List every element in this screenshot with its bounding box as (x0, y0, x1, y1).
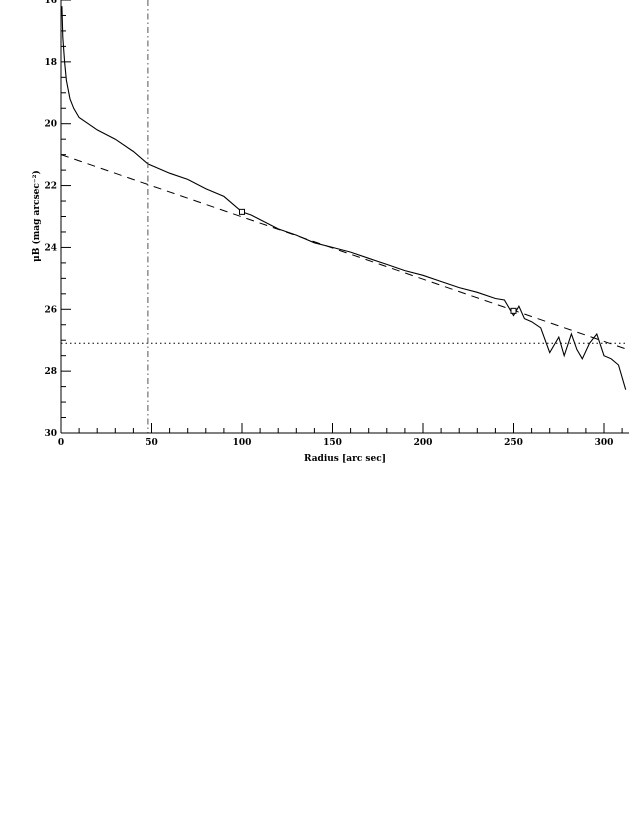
series-dashed (60, 154, 628, 350)
square-marker (510, 307, 517, 314)
square-marker (239, 208, 245, 215)
y-tick-label: 18 (44, 58, 57, 68)
ticks-layer (60, 0, 623, 434)
x-axis-title: Radius [arc sec] (304, 454, 386, 464)
y-tick-label: 30 (44, 429, 57, 439)
labels-layer: 0 50 100 150 200 250 300 16 18 20 22 24 26 28 30 (44, 0, 613, 448)
y-tick-label: 20 (44, 120, 57, 130)
y-tick-label: 16 (44, 0, 57, 6)
x-tick-label: 150 (323, 438, 342, 448)
y-tick-label: 28 (44, 367, 57, 377)
x-tick-label: 100 (233, 438, 252, 448)
x-tick-label: 50 (145, 438, 158, 448)
series-solid (61, 6, 627, 390)
y-tick-label: 22 (44, 182, 57, 192)
x-tick-label: 200 (414, 438, 433, 448)
y-tick-label: 26 (44, 305, 57, 315)
series-layer (60, 0, 628, 433)
markers-layer (239, 208, 517, 314)
y-axis-title: μB (mag arcsec⁻²) (31, 170, 42, 262)
x-tick-label: 0 (58, 438, 64, 448)
x-tick-label: 250 (504, 438, 523, 448)
y-tick-label: 24 (44, 243, 57, 253)
x-tick-label: 300 (595, 438, 614, 448)
